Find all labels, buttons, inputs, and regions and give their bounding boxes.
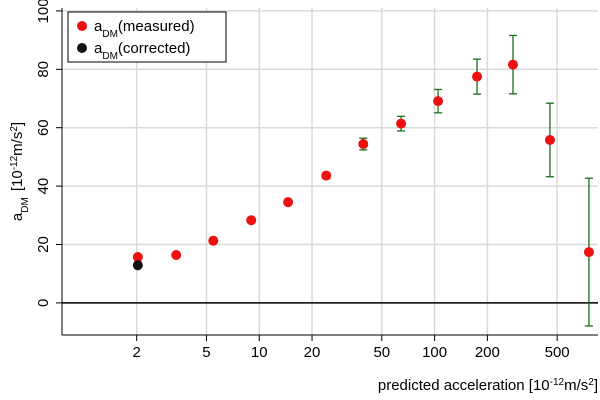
label-part: a [94,40,103,57]
label-part: a [94,18,103,35]
label-part: -12 [9,155,20,170]
y-tick-label: 40 [35,178,52,195]
legend-box [67,11,227,63]
y-axis-label: aDM [10-12m/s2] [9,122,31,221]
legend-label: aDM(measured) [94,18,195,40]
y-tick-label: 80 [35,61,52,78]
label-part: predicted acceleration [10 [378,377,550,394]
legend-marker [77,43,87,53]
x-tick-label: 500 [545,344,570,361]
x-tick-label: 50 [373,344,390,361]
label-part: ] [594,377,598,394]
point [246,215,257,226]
x-tick-label: 20 [304,344,321,361]
point [283,197,294,208]
point [583,247,594,258]
label-part: (corrected) [118,40,191,57]
point [472,71,483,82]
label-part: a [9,212,26,221]
y-tick-label: 60 [35,119,52,136]
label-part: [10 [9,170,26,191]
x-axis-label: predicted acceleration [10-12m/s2] [378,377,598,395]
y-tick-label: 100 [35,0,52,23]
x-tick-label: 200 [475,344,500,361]
label-part: DM [102,29,118,40]
label-part: m/s [9,132,26,156]
label-part: DM [20,197,31,213]
point [132,260,143,271]
x-tick-label: 10 [251,344,268,361]
legend-label: aDM(corrected) [94,40,190,62]
point [544,134,555,145]
point [433,96,444,107]
x-tick-label: 100 [422,344,447,361]
point [507,59,518,70]
label-part: m/s [564,377,588,394]
legend-marker [77,21,87,31]
x-tick-label: 2 [133,344,141,361]
label-part: -12 [550,377,565,388]
y-tick-label: 0 [35,299,52,307]
point [321,170,332,181]
label-part: (measured) [118,18,195,35]
label-part: 2 [9,126,20,132]
point [208,235,219,246]
point [396,118,407,129]
x-tick-label: 5 [202,344,210,361]
point [358,139,369,150]
point [171,250,182,261]
point [132,252,143,263]
label-part: DM [102,51,118,62]
label-part: ] [9,122,26,126]
y-tick-label: 20 [35,236,52,253]
label-part: 2 [588,377,594,388]
